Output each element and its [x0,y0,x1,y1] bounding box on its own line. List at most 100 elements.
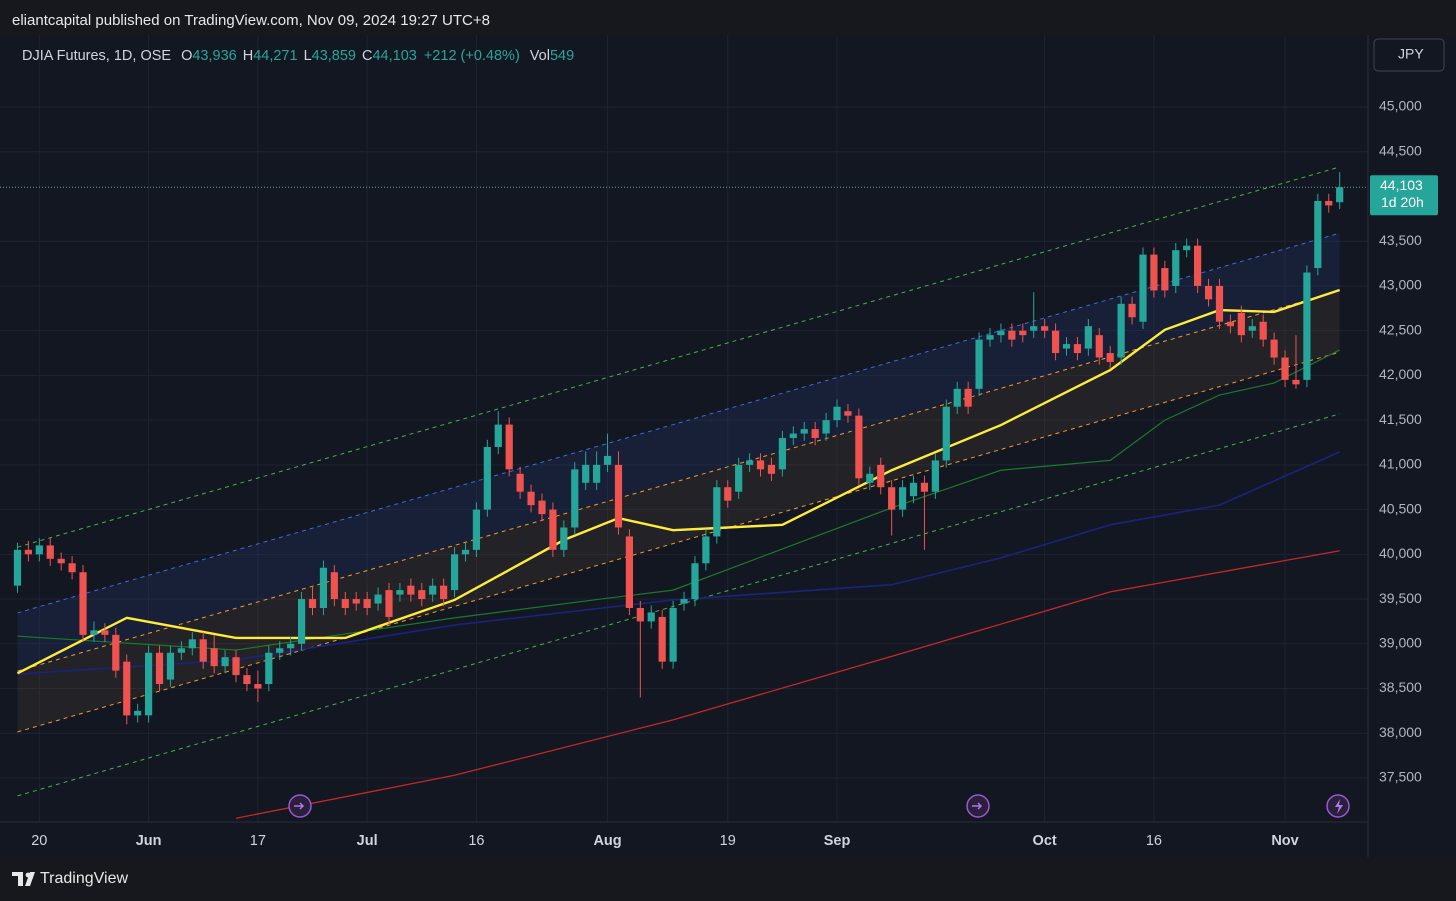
candle-body [1106,353,1114,362]
y-tick-label: 40,500 [1379,500,1422,516]
currency-button[interactable] [1373,38,1445,72]
top-banner [0,0,1456,35]
candle-body [1336,187,1344,203]
candle-body [855,415,863,479]
x-tick-label: 16 [1146,833,1162,849]
candle-body [450,554,459,591]
candle-body [407,585,415,595]
candle-body [363,599,371,609]
candle-body [177,648,185,653]
channel-line [17,351,1340,733]
footer-bar [0,857,1456,901]
countdown-label: 1d 20h [1381,194,1424,210]
candle-body [330,572,338,600]
candle-body [494,424,502,447]
candle-body [1041,326,1049,331]
x-tick-label: Sep [824,833,851,849]
legend-item: Vol [530,48,550,64]
candle-body [276,648,284,653]
candle-body [199,639,207,662]
event-icon[interactable] [966,794,990,818]
event-icon[interactable] [288,794,312,818]
moving-average [17,349,1340,651]
candle-body [1095,335,1103,358]
x-tick-label: Nov [1271,833,1298,849]
candle-body [866,473,874,483]
candle-body [1172,250,1180,286]
candle-body [877,464,885,488]
candle-body [57,558,65,564]
y-tick-label: 38,000 [1379,724,1422,740]
axis-layer: 37,500 38,000 38,500 39,000 39,500 40,000 40,5… [31,98,1438,849]
price-tag-label: 44,103 [1380,177,1423,193]
candle-body [396,590,404,595]
candle-body [1084,326,1092,349]
legend-item: O [181,48,192,64]
legend-item: 43,859 [312,48,356,64]
candle-body [90,630,98,635]
candle-body [735,464,743,492]
candle-body [254,684,262,689]
y-tick-label: 41,500 [1379,411,1422,427]
candle-body [123,661,131,716]
publisher-text: eliantcapital published on TradingView.c… [12,12,490,29]
candle-body [221,657,229,667]
candle-body [166,652,175,680]
channel-fill [17,233,1340,672]
candle-body [931,460,939,492]
legend-item: C [362,48,372,64]
candle-body [997,330,1005,336]
legend-item: H [243,48,253,64]
y-tick-label: 37,500 [1379,769,1422,785]
y-tick-label: 39,000 [1379,634,1422,650]
candle-body [308,599,317,609]
candle-body [144,652,153,716]
candle-body [746,460,754,465]
candle-body [429,585,437,595]
currency-label[interactable]: JPY [1398,46,1424,62]
candle-body [724,487,732,501]
channel-fill [17,290,1340,732]
y-tick-label: 42,500 [1379,321,1422,337]
candle-body [1215,285,1224,322]
candle-body [319,567,328,609]
candle-body [287,643,295,649]
channel-line [17,232,1340,614]
candle-body [833,406,841,421]
candle-body [920,482,929,492]
candle-body [527,491,535,506]
candle-body [953,388,961,407]
candle-body [13,549,22,586]
candle-body [658,616,666,662]
candle-body [1204,285,1213,300]
y-tick-label: 44,500 [1379,142,1422,158]
candle-body [1128,303,1136,318]
candle-body [1117,303,1125,358]
event-icon[interactable] [1326,794,1350,818]
candle-body [680,599,688,604]
x-tick-label: Oct [1033,833,1057,849]
candle-body [1008,330,1016,340]
candle-body [1062,344,1071,349]
price-tag [1370,175,1438,216]
candle-body [461,549,470,555]
candle-body [898,487,907,510]
candle-body [593,464,601,483]
candle-body [440,585,448,600]
candle-body [1139,254,1147,322]
candle-body [243,675,251,685]
moving-average [235,550,1340,819]
candle-layer [13,172,1344,725]
candle-body [35,545,43,555]
candle-body [385,590,393,617]
candle-body [767,464,776,474]
candle-body [986,335,994,340]
candle-body [1292,379,1300,385]
candle-body [538,500,546,515]
brand-logo-dot [25,872,31,878]
candle-body [341,599,349,609]
x-tick-label: Jun [136,833,162,849]
candle-body [811,429,819,439]
candle-body [888,487,896,510]
